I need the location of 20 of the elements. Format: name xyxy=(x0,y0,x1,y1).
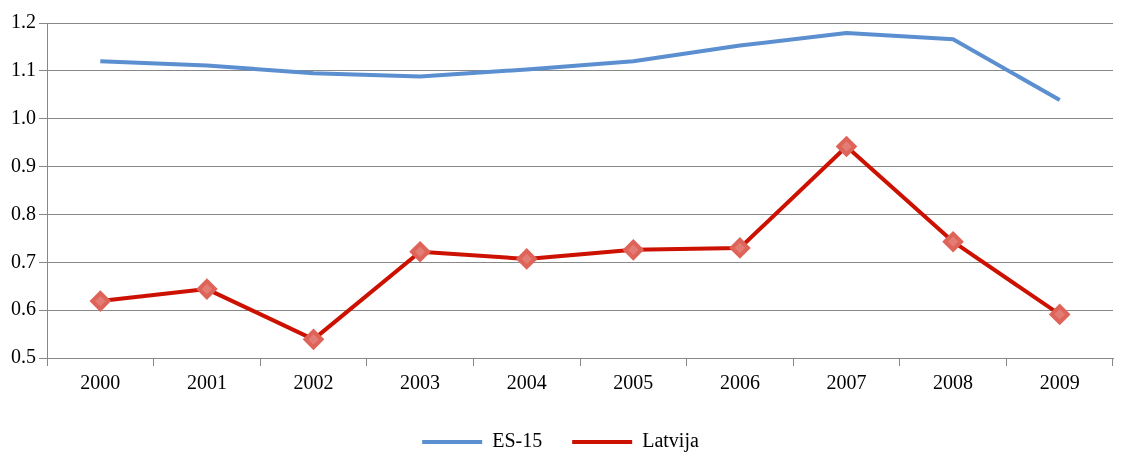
legend-label: Latvija xyxy=(642,429,699,453)
x-tick-label: 2009 xyxy=(1039,371,1080,394)
x-tick-label: 2004 xyxy=(506,371,547,394)
x-tick-label: 2006 xyxy=(719,371,760,394)
y-tick-label: 0.6 xyxy=(11,297,36,320)
y-tick-label: 0.8 xyxy=(11,201,36,224)
x-tick-label: 2002 xyxy=(293,371,334,394)
x-tick-label: 2008 xyxy=(933,371,974,394)
x-tick-label: 2000 xyxy=(80,371,121,394)
x-tick-label: 2003 xyxy=(400,371,441,394)
y-tick-label: 1.0 xyxy=(11,105,36,128)
y-tick-label: 1.1 xyxy=(11,58,36,81)
y-tick-label: 0.5 xyxy=(11,345,36,368)
x-tick-label: 2007 xyxy=(826,371,867,394)
legend-label: ES-15 xyxy=(492,429,543,452)
x-tick-label: 2005 xyxy=(613,371,654,394)
y-tick-label: 1.2 xyxy=(11,10,36,33)
y-tick-label: 0.9 xyxy=(11,153,36,176)
x-tick-label: 2001 xyxy=(186,371,227,394)
y-tick-label: 0.7 xyxy=(11,249,36,272)
